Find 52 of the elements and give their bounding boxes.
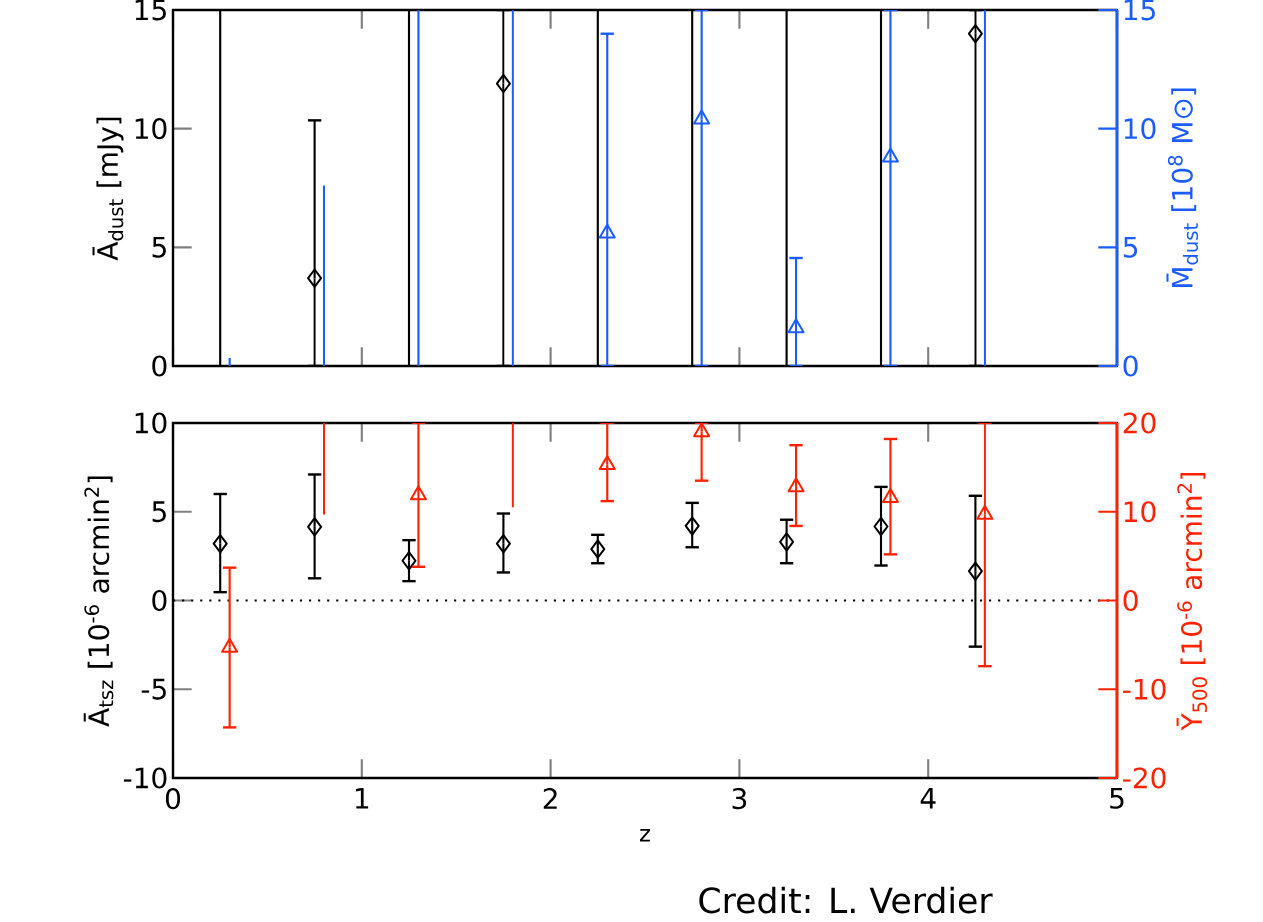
point — [787, 318, 805, 334]
y2-tick-label: 5 — [1123, 236, 1138, 258]
point — [881, 487, 899, 503]
point — [495, 534, 511, 554]
y2-axis-title: M̄$_{dust}$ [10$^{8}$ M⊙] — [1166, 88, 1199, 288]
y2-tick-label: 10 — [1124, 501, 1156, 523]
y-tick-label: 10 — [135, 118, 167, 140]
y2-tick-label: 10 — [1124, 118, 1156, 140]
y-axis-title: Ā$_{tsz}$ [10$^{-6}$ arcmin$^{2}$] — [83, 476, 114, 727]
x-tick-label: 3 — [732, 788, 747, 810]
x-axis-title: z — [640, 829, 650, 842]
point — [598, 223, 616, 239]
point — [598, 455, 616, 471]
y-tick-label: 15 — [135, 0, 166, 21]
x-tick-label: 2 — [543, 788, 557, 809]
y-tick-label: -10 — [123, 767, 167, 789]
x-tick-label: 4 — [920, 788, 936, 809]
point — [967, 561, 983, 581]
point — [307, 268, 323, 288]
y-tick-label: 5 — [152, 501, 166, 523]
y-tick-label: 10 — [135, 412, 167, 434]
point — [787, 477, 805, 493]
point — [221, 637, 239, 653]
point — [212, 534, 228, 554]
point — [307, 517, 323, 537]
y2-tick-label: 0 — [1123, 589, 1138, 612]
point — [693, 109, 711, 125]
y2-axis-title: Ȳ$_{500}$ [10$^{-6}$ arcmin$^{2}$] — [1176, 472, 1208, 731]
y-tick-label: -5 — [141, 678, 166, 700]
point — [409, 485, 427, 501]
point — [590, 539, 606, 559]
y-tick-label: 0 — [152, 355, 167, 377]
text: Credit: L. Verdier — [699, 886, 993, 914]
point — [693, 422, 711, 438]
y-axis-title: Ā$_{dust}$ [mJy] — [92, 117, 124, 261]
point — [401, 551, 417, 571]
point — [873, 516, 889, 537]
y2-tick-label: 20 — [1123, 412, 1156, 434]
y2-tick-label: 0 — [1123, 355, 1138, 377]
y-tick-label: 0 — [152, 589, 167, 612]
x-tick-label: 5 — [1110, 788, 1124, 809]
y2-tick-label: -10 — [1123, 678, 1166, 700]
point — [684, 516, 700, 536]
y-tick-label: 5 — [152, 236, 166, 258]
point — [976, 504, 994, 520]
point — [779, 532, 795, 552]
point — [967, 24, 983, 44]
point — [881, 147, 899, 163]
x-tick-label: 1 — [355, 788, 369, 809]
y2-tick-label: 15 — [1124, 0, 1155, 21]
y2-tick-label: -20 — [1123, 767, 1166, 789]
point — [495, 73, 511, 94]
